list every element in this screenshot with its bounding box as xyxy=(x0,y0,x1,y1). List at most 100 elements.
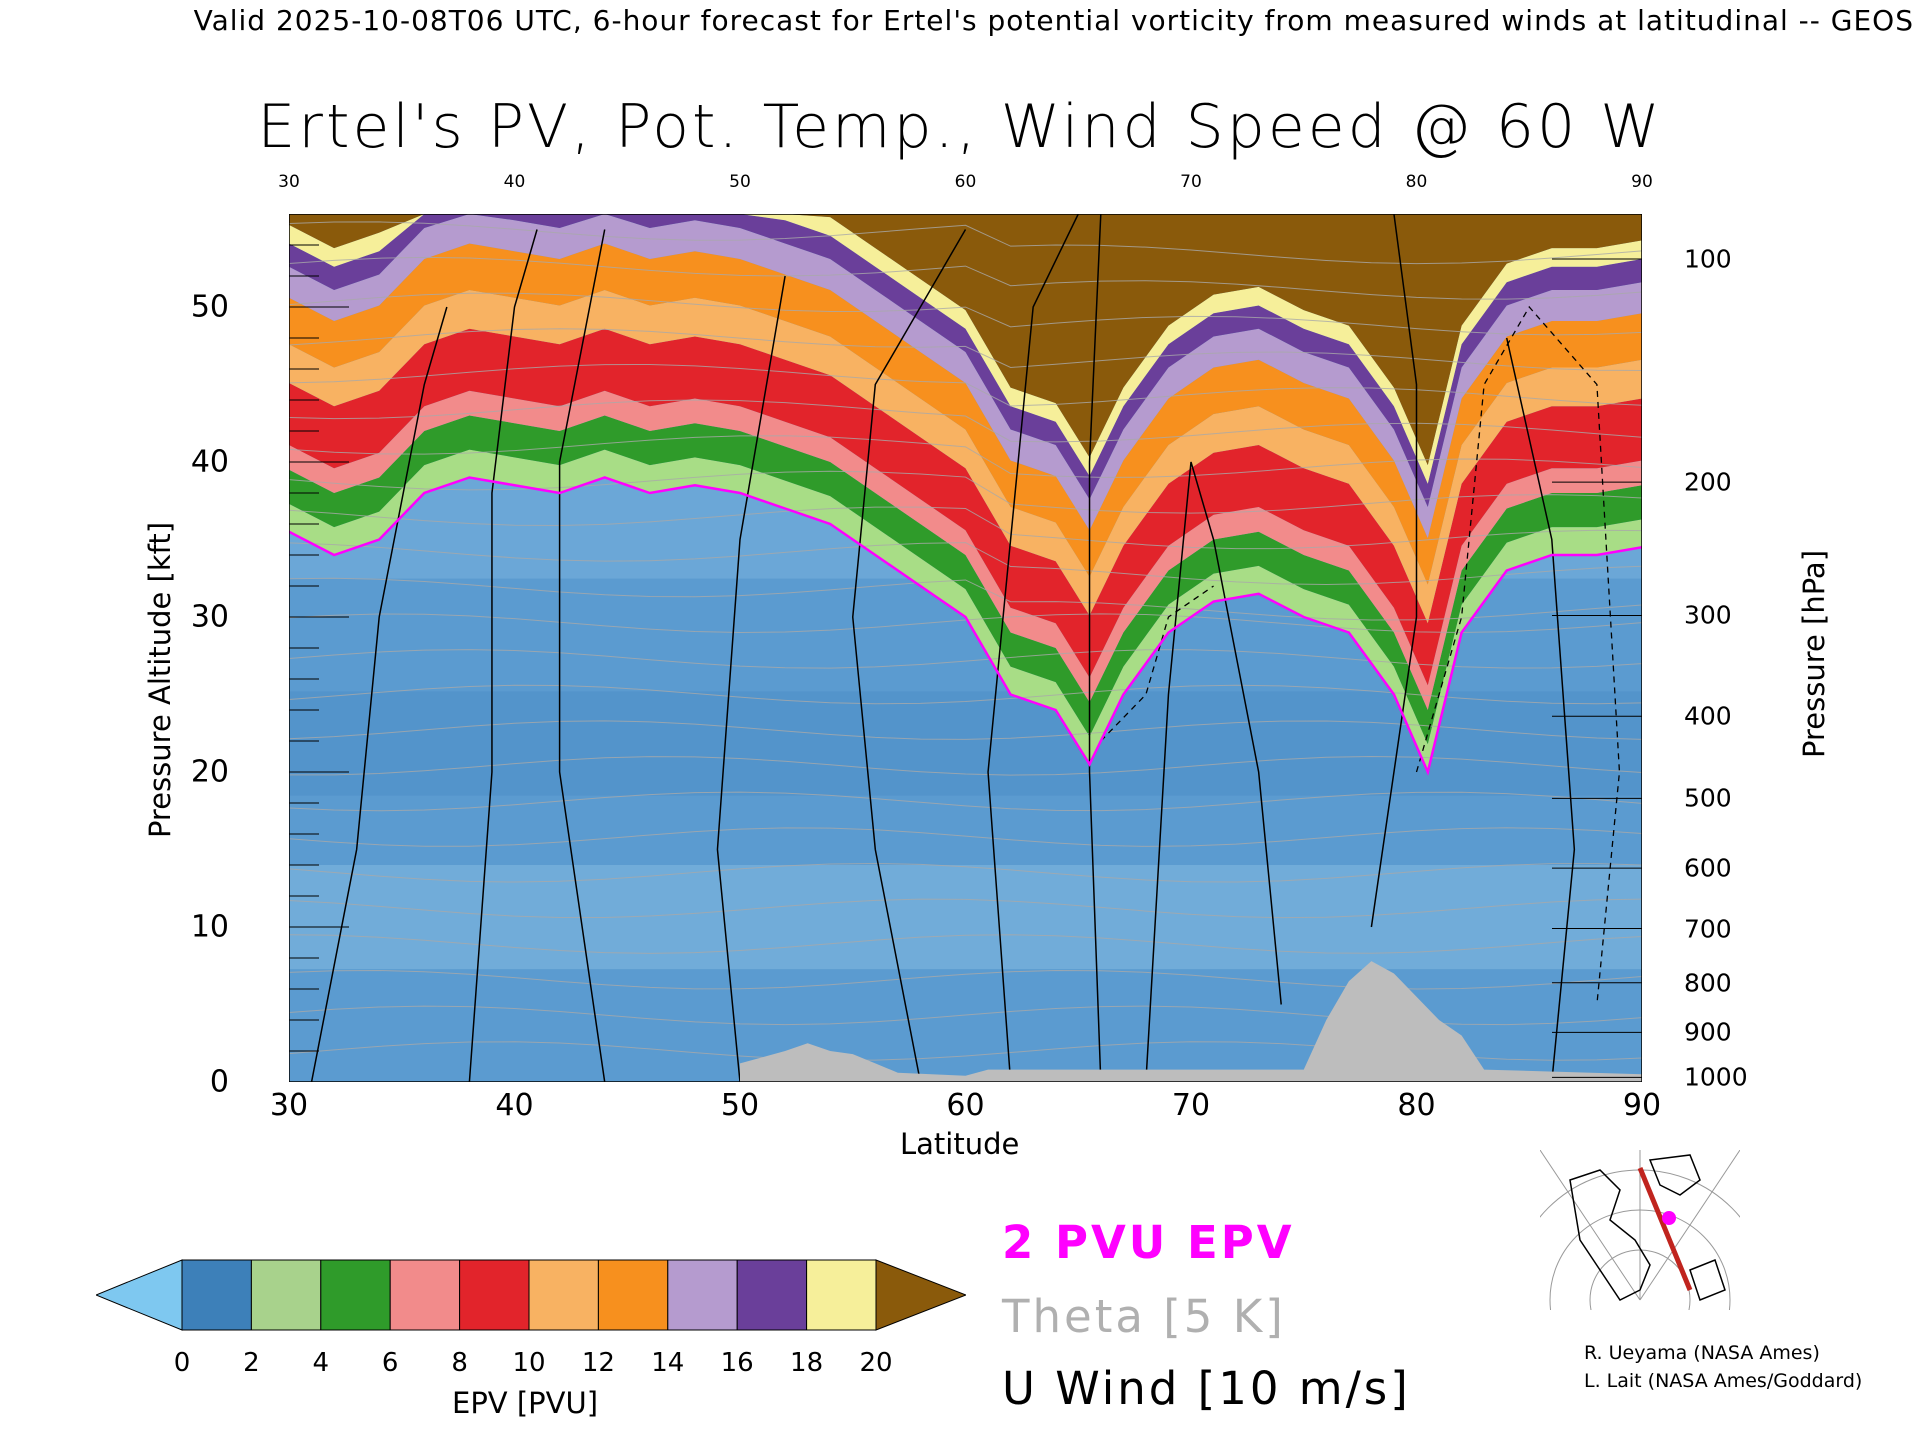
left-tick-label-0: 0 xyxy=(209,1064,229,1100)
colorbar-segment-0 xyxy=(181,1259,252,1331)
right-tick-label-1000: 1000 xyxy=(1684,1062,1748,1092)
left-tick-label-20: 20 xyxy=(190,754,229,790)
top-tick-label-70: 70 xyxy=(1180,172,1202,192)
top-tick-label-80: 80 xyxy=(1405,172,1428,192)
right-tick-label-300: 300 xyxy=(1684,600,1732,630)
bottom-tick-label-30: 30 xyxy=(269,1088,309,1123)
bottom-tick-label-70: 70 xyxy=(1171,1088,1211,1123)
theta-contour-10 xyxy=(289,684,1642,705)
colorbar-segment-2 xyxy=(320,1259,391,1331)
theta-contour-21 xyxy=(289,292,1642,336)
pv-layer->20 xyxy=(289,214,1642,466)
theta-contour-9 xyxy=(289,720,1642,740)
colorbar-segment-6 xyxy=(597,1259,669,1331)
theta-contour-2 xyxy=(289,969,1642,990)
theta-contour-22 xyxy=(289,256,1642,300)
troposphere-band-2 xyxy=(289,865,1642,970)
x-axis-label: Latitude xyxy=(900,1127,1020,1161)
colorbar-tick-12: 12 xyxy=(581,1348,615,1378)
legend-theta: Theta [5 K] xyxy=(1002,1290,1286,1343)
theta-contour-11 xyxy=(289,649,1642,669)
theta-contour-12 xyxy=(289,613,1642,633)
colorbar-tick-8: 8 xyxy=(451,1348,468,1378)
theta-contour-3 xyxy=(289,934,1642,954)
left-tick-label-10: 10 xyxy=(190,909,229,945)
colorbar-tick-16: 16 xyxy=(720,1348,754,1378)
pv-layer-14-16 xyxy=(289,214,1642,538)
colorbar-segment-3 xyxy=(389,1259,461,1331)
right-tick-label-500: 500 xyxy=(1684,783,1732,813)
uwind-negative-contour-0 xyxy=(1415,305,1621,1005)
bottom-tick-label-90: 90 xyxy=(1622,1088,1662,1123)
pv-layer-8-10 xyxy=(289,328,1642,686)
uwind-contour-4 xyxy=(851,229,967,1082)
top-tick-label-40: 40 xyxy=(503,172,526,192)
chart-title: Ertel's PV, Pot. Temp., Wind Speed @ 60 … xyxy=(257,92,1663,162)
colorbar-tick-6: 6 xyxy=(381,1348,399,1378)
right-tick-label-900: 900 xyxy=(1684,1017,1732,1047)
pv-layer-12-14 xyxy=(289,243,1642,585)
legend-uwind: U Wind [10 m/s] xyxy=(1002,1362,1411,1415)
right-tick-label-400: 400 xyxy=(1684,701,1732,731)
colorbar-over xyxy=(875,1259,966,1331)
colorbar-segment-9 xyxy=(806,1259,877,1331)
legend-epv: 2 PVU EPV xyxy=(1002,1216,1295,1269)
uwind-contour-9 xyxy=(1505,337,1576,1082)
plot-area xyxy=(289,214,1642,1082)
top-tick-label-90: 90 xyxy=(1631,172,1653,192)
colorbar-tick-10: 10 xyxy=(512,1348,546,1378)
uwind-contour-2 xyxy=(558,229,606,1082)
colorbar-segment-8 xyxy=(736,1259,808,1331)
uwind-contour-8 xyxy=(1370,214,1418,928)
colorbar-tick-14: 14 xyxy=(651,1348,685,1378)
colorbar-segment-5 xyxy=(528,1259,599,1331)
colorbar-segment-4 xyxy=(459,1259,530,1331)
theta-contour-6 xyxy=(289,827,1642,847)
theta-contour-5 xyxy=(289,862,1642,883)
colorbar-segment-7 xyxy=(667,1259,738,1331)
theta-contour-20 xyxy=(289,328,1642,371)
right-tick-label-800: 800 xyxy=(1684,968,1732,998)
colorbar-segment-1 xyxy=(250,1259,322,1331)
pv-layer-6-8 xyxy=(289,390,1642,710)
left-tick-label-50: 50 xyxy=(190,289,229,325)
left-tick-label-40: 40 xyxy=(190,444,229,480)
terrain xyxy=(740,961,1642,1082)
pv-layer-10-12 xyxy=(289,289,1642,624)
uwind-contour-1 xyxy=(468,229,538,1082)
uwind-contour-7 xyxy=(1145,461,1282,1082)
theta-contour-23 xyxy=(289,221,1642,265)
bottom-tick-label-50: 50 xyxy=(720,1088,760,1123)
left-tick-label-30: 30 xyxy=(190,599,229,635)
header-text: Valid 2025-10-08T06 UTC, 6-hour forecast… xyxy=(193,4,1914,37)
y-axis-label: Pressure Altitude [kft] xyxy=(143,521,177,839)
theta-contour-7 xyxy=(289,791,1642,812)
y-axis-label-right: Pressure [hPa] xyxy=(1797,549,1831,759)
colorbar-tick-18: 18 xyxy=(790,1348,824,1378)
credit-1: R. Ueyama (NASA Ames) xyxy=(1584,1342,1820,1364)
pv-layer-2-4 xyxy=(289,449,1642,772)
top-tick-label-60: 60 xyxy=(954,172,977,192)
colorbar xyxy=(96,1259,966,1331)
theta-contour-8 xyxy=(289,756,1642,776)
top-tick-label-30: 30 xyxy=(278,172,300,192)
colorbar-tick-20: 20 xyxy=(859,1348,893,1378)
uwind-contour-6 xyxy=(1088,214,1102,1082)
right-tick-label-600: 600 xyxy=(1684,853,1732,883)
right-tick-label-200: 200 xyxy=(1684,467,1732,497)
bottom-tick-label-80: 80 xyxy=(1397,1088,1436,1123)
inset-map-icon xyxy=(1540,1150,1740,1310)
theta-contour-4 xyxy=(289,898,1642,919)
colorbar-under xyxy=(96,1259,183,1331)
right-tick-label-100: 100 xyxy=(1684,244,1732,274)
colorbar-label: EPV [PVU] xyxy=(452,1386,599,1420)
uwind-contour-5 xyxy=(987,214,1079,1082)
credit-2: L. Lait (NASA Ames/Goddard) xyxy=(1584,1370,1863,1392)
uwind-contour-3 xyxy=(716,275,786,1082)
bottom-tick-label-60: 60 xyxy=(946,1088,985,1123)
epv-2pvu-line xyxy=(289,476,1642,776)
colorbar-tick-0: 0 xyxy=(173,1348,191,1378)
colorbar-tick-4: 4 xyxy=(312,1348,330,1378)
right-tick-label-700: 700 xyxy=(1684,914,1732,944)
top-tick-label-50: 50 xyxy=(729,172,751,192)
